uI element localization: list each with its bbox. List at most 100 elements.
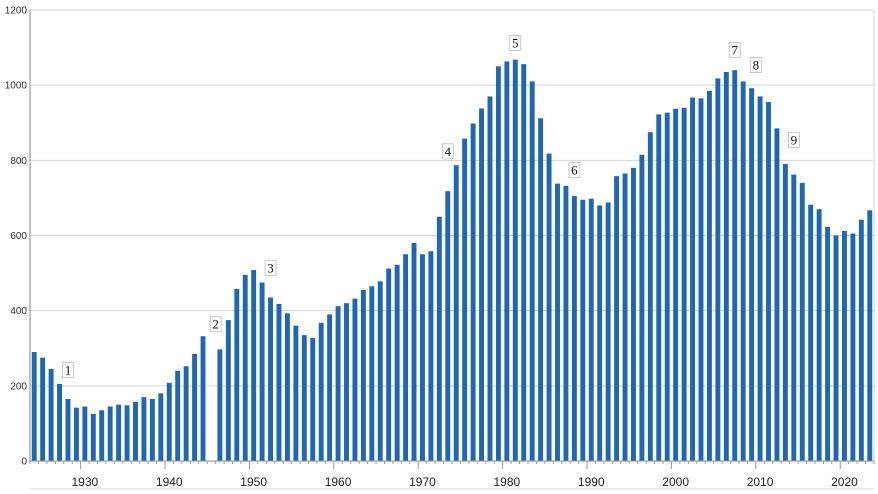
bar-2013 <box>782 164 788 461</box>
bar-1958 <box>318 322 324 461</box>
bar-1946 <box>217 349 223 461</box>
bar-2010 <box>757 96 763 461</box>
annotation-4: 4 <box>441 143 454 160</box>
bar-2023 <box>867 210 873 461</box>
bar-2001 <box>681 107 687 461</box>
x-tick-label-1930: 1930 <box>72 475 99 489</box>
bar-1951 <box>259 282 265 461</box>
bar-1988 <box>571 196 577 462</box>
bar-1996 <box>639 154 645 461</box>
bar-1931 <box>90 414 96 461</box>
annotation-box-5 <box>509 35 522 51</box>
bar-2007 <box>732 70 738 461</box>
bar-1928 <box>65 398 71 461</box>
bar-1949 <box>242 274 248 461</box>
bar-1986 <box>555 183 560 461</box>
annotation-label-3: 3 <box>267 260 274 275</box>
bar-1977 <box>479 108 484 461</box>
bar-1964 <box>369 286 375 461</box>
bar-1973 <box>445 191 451 461</box>
annotations: 1 2 3 4 5 6 78 9 <box>62 35 800 378</box>
bars <box>31 59 873 462</box>
bar-2004 <box>706 90 712 462</box>
bar-1974 <box>453 165 459 461</box>
bar-1970 <box>420 254 425 461</box>
bar-1943 <box>192 353 198 461</box>
bar-1981 <box>512 59 518 462</box>
bar-2011 <box>766 102 771 461</box>
bar-1998 <box>656 114 662 461</box>
bar-1991 <box>597 205 603 461</box>
bar-1955 <box>293 325 299 461</box>
bar-1954 <box>284 313 290 461</box>
bar-2006 <box>723 72 729 461</box>
y-tick-label-1200: 1200 <box>5 6 28 17</box>
x-tick-label-1940: 1940 <box>156 475 183 489</box>
bar-1930 <box>82 406 88 461</box>
bar-2016 <box>808 204 814 461</box>
bar-1972 <box>436 216 442 461</box>
bar-1980 <box>504 61 510 462</box>
bar-1929 <box>73 407 79 461</box>
annotation-1: 1 <box>62 362 74 378</box>
bar-1934 <box>116 404 122 462</box>
bar-2015 <box>799 182 805 461</box>
y-tick-label-1000: 1000 <box>5 81 28 92</box>
bar-1956 <box>301 335 307 461</box>
annotation-box-6 <box>568 162 581 179</box>
bar-1993 <box>614 176 620 461</box>
bar-1978 <box>487 96 493 461</box>
bar-1995 <box>631 167 636 461</box>
bar-1952 <box>268 297 273 461</box>
bar-1925 <box>40 357 46 461</box>
x-tick-label-1960: 1960 <box>325 475 352 489</box>
bar-1994 <box>622 173 628 462</box>
bar-1953 <box>276 303 282 461</box>
bar-1959 <box>327 314 333 461</box>
x-tick-label-2000: 2000 <box>662 475 689 489</box>
bar-1926 <box>48 368 54 461</box>
annotation-box-1 <box>62 362 74 378</box>
bar-1982 <box>521 64 527 462</box>
bar-1938 <box>149 398 155 461</box>
grid-lines <box>30 9 874 462</box>
bar-1940 <box>166 382 172 461</box>
annotation-9: 9 <box>787 132 800 148</box>
bar-1969 <box>411 243 417 461</box>
x-tick-label-1990: 1990 <box>578 475 605 489</box>
annotation-5: 5 <box>509 35 522 51</box>
bar-1942 <box>183 366 189 461</box>
bar-1927 <box>57 383 62 461</box>
bar-1941 <box>175 370 181 461</box>
bar-1947 <box>225 320 231 461</box>
bar-1992 <box>605 202 611 461</box>
axes <box>29 10 875 490</box>
y-tick-label-800: 800 <box>10 156 27 167</box>
annotation-box-7 <box>728 41 741 58</box>
annotation-2: 2 <box>209 316 222 333</box>
annotation-6: 6 <box>568 162 581 179</box>
annotation-label-9: 9 <box>791 133 798 148</box>
bar-2019 <box>833 235 839 461</box>
bar-1983 <box>529 81 535 461</box>
bar-2012 <box>774 128 780 461</box>
bar-1984 <box>538 118 544 462</box>
bar-1960 <box>335 306 341 461</box>
bar-1950 <box>251 270 257 461</box>
bar-1932 <box>99 410 105 461</box>
bar-1975 <box>462 138 468 462</box>
annotation-box-9 <box>787 132 800 148</box>
annotation-label-1: 1 <box>65 363 72 378</box>
annotation-box-4 <box>441 143 454 160</box>
bar-1966 <box>386 268 392 461</box>
annotation-label-4: 4 <box>445 144 452 159</box>
bar-1939 <box>158 393 164 461</box>
annotation-8: 8 <box>749 56 762 73</box>
y-tick-label-0: 0 <box>21 457 27 468</box>
bar-1989 <box>580 199 586 462</box>
annotation-label-6: 6 <box>571 163 578 178</box>
x-tick-label-2020: 2020 <box>831 475 858 489</box>
bar-2021 <box>850 233 856 461</box>
bar-1979 <box>495 66 501 462</box>
annotation-box-8 <box>749 56 762 73</box>
